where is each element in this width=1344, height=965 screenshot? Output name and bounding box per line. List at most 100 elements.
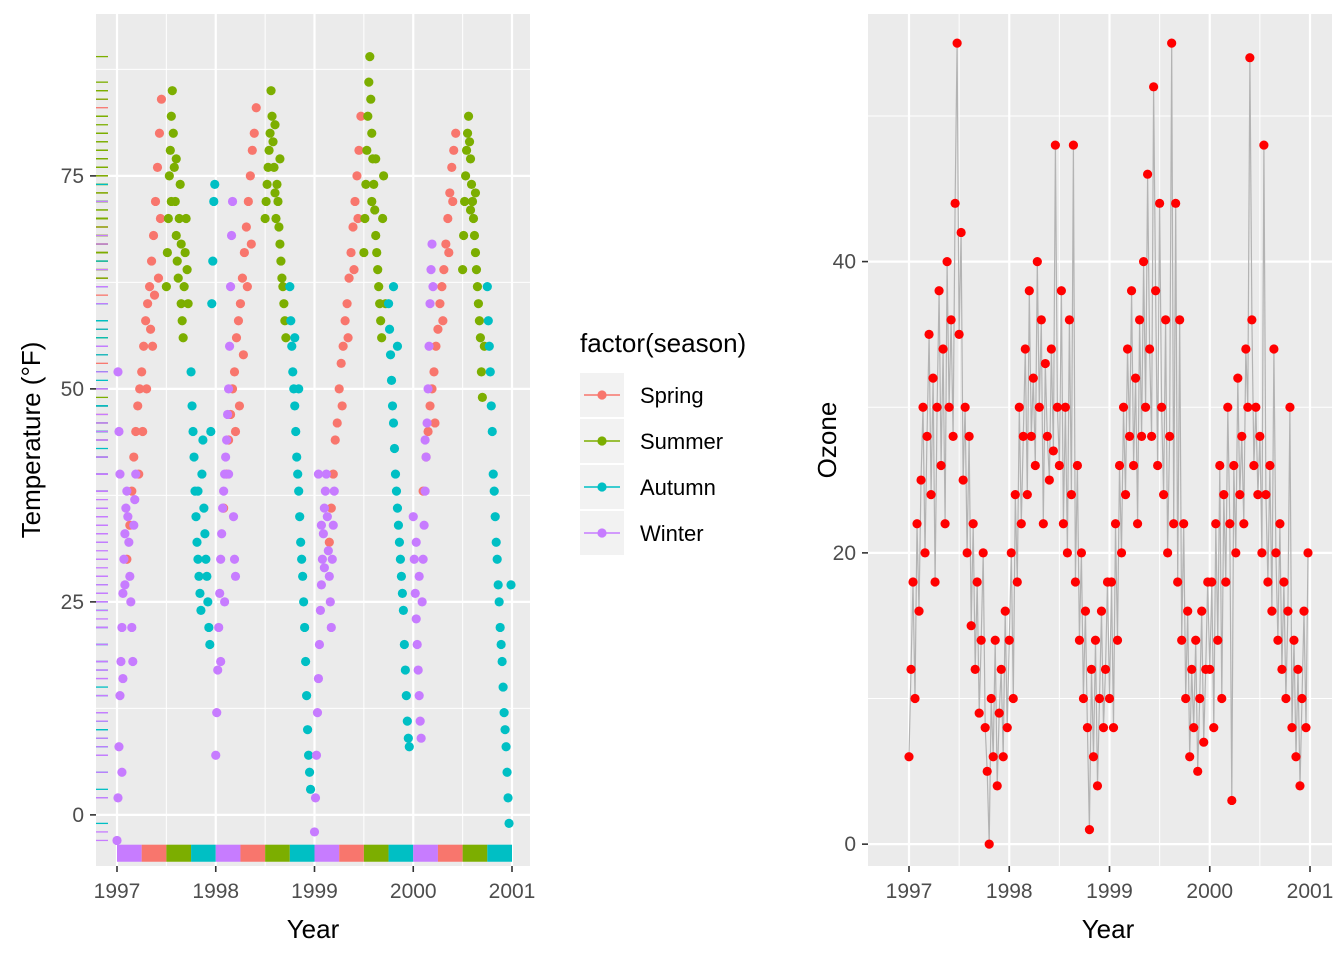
temperature-point — [447, 162, 457, 172]
ozone-point — [1132, 519, 1143, 529]
temperature-point — [243, 196, 253, 207]
ozone-point — [1175, 315, 1185, 325]
temperature-point — [319, 503, 329, 513]
temperature-point — [376, 316, 386, 326]
ozone-point — [906, 664, 916, 674]
temperature-point — [334, 384, 344, 394]
temperature-point — [187, 401, 197, 411]
temperature-point — [304, 767, 315, 777]
temperature-point — [290, 333, 300, 343]
ozone-point — [1022, 490, 1032, 500]
ozone-point — [1074, 635, 1085, 645]
ozone-point — [1285, 402, 1295, 412]
ozone-point — [1024, 286, 1034, 296]
ozone-point — [1076, 548, 1087, 558]
ozone-point — [1116, 548, 1127, 558]
temperature-point — [117, 622, 127, 633]
y-tick-label: 75 — [61, 165, 84, 188]
temperature-point — [366, 94, 376, 104]
temperature-point — [172, 256, 182, 266]
temperature-point — [311, 750, 322, 760]
temperature-point — [286, 316, 296, 326]
temperature-point — [113, 367, 123, 377]
ozone-point — [1006, 548, 1016, 558]
ozone-point — [1072, 460, 1083, 471]
temperature-point — [129, 452, 139, 462]
ozone-point — [1187, 664, 1197, 674]
ozone-point — [1070, 577, 1081, 587]
temperature-point — [287, 341, 297, 351]
temperature-point — [342, 299, 352, 309]
temperature-point — [294, 384, 304, 394]
ozone-point — [1012, 577, 1022, 587]
ozone-point — [1064, 315, 1074, 325]
temperature-point — [402, 716, 412, 726]
ozone-point — [1018, 431, 1028, 441]
x-tick-label: 2001 — [1287, 880, 1334, 903]
ozone-point — [1120, 490, 1131, 500]
ozone-point — [1145, 344, 1155, 354]
ozone-point — [916, 475, 926, 485]
ozone-point — [1130, 373, 1141, 383]
temperature-point — [131, 426, 141, 437]
temperature-point — [176, 239, 186, 249]
temperature-point — [444, 247, 454, 258]
ozone-point — [1257, 548, 1267, 558]
season-strip-segment — [388, 844, 414, 862]
ozone-point — [950, 198, 960, 208]
season-strip-segment — [487, 844, 512, 862]
ozone-point — [1207, 577, 1217, 587]
temperature-point — [320, 486, 330, 496]
temperature-point — [353, 213, 363, 224]
legend-item: Winter — [580, 511, 704, 555]
legend-label: Spring — [640, 383, 704, 408]
temperature-point — [211, 750, 221, 760]
temperature-point — [218, 503, 228, 513]
ozone-point — [1004, 635, 1014, 645]
temperature-point — [171, 154, 181, 164]
temperature-point — [337, 401, 347, 411]
ozone-point — [1287, 723, 1297, 733]
temperature-point — [423, 426, 433, 437]
ozone-point — [984, 839, 994, 849]
legend-title: factor(season) — [580, 328, 746, 358]
ozone-point — [1058, 519, 1068, 529]
temperature-point — [145, 324, 156, 334]
temperature-point — [281, 333, 291, 343]
temperature-point — [408, 512, 418, 522]
ozone-point — [970, 664, 980, 674]
temperature-point — [371, 230, 381, 241]
ozone-point — [1010, 490, 1020, 500]
ozone-point — [958, 475, 968, 485]
temperature-point — [422, 418, 432, 428]
temperature-point — [227, 196, 238, 207]
temperature-point — [411, 614, 421, 624]
ozone-point — [928, 373, 938, 383]
temperature-point — [367, 196, 377, 207]
ozone-point — [1100, 664, 1111, 674]
temperature-point — [314, 639, 325, 650]
temperature-point — [191, 512, 201, 522]
temperature-point — [239, 247, 249, 258]
temperature-point — [423, 384, 433, 394]
temperature-point — [138, 426, 148, 437]
ozone-point — [924, 329, 934, 340]
temperature-point — [315, 605, 326, 616]
temperature-point — [276, 256, 286, 266]
temperature-point — [194, 571, 204, 581]
temperature-point — [313, 469, 324, 479]
ozone-point — [920, 548, 930, 558]
ozone-point — [1026, 431, 1036, 441]
temperature-point — [223, 469, 234, 479]
temperature-point — [398, 605, 408, 616]
temperature-point — [372, 247, 382, 258]
temperature-point — [130, 495, 140, 505]
ozone-point — [982, 766, 992, 776]
temperature-point — [168, 128, 178, 138]
temperature-point — [229, 367, 240, 377]
temperature-point — [464, 137, 475, 147]
ozone-point — [1215, 460, 1225, 471]
temperature-point — [383, 299, 394, 309]
ozone-point — [944, 402, 954, 412]
temperature-point — [126, 597, 136, 607]
